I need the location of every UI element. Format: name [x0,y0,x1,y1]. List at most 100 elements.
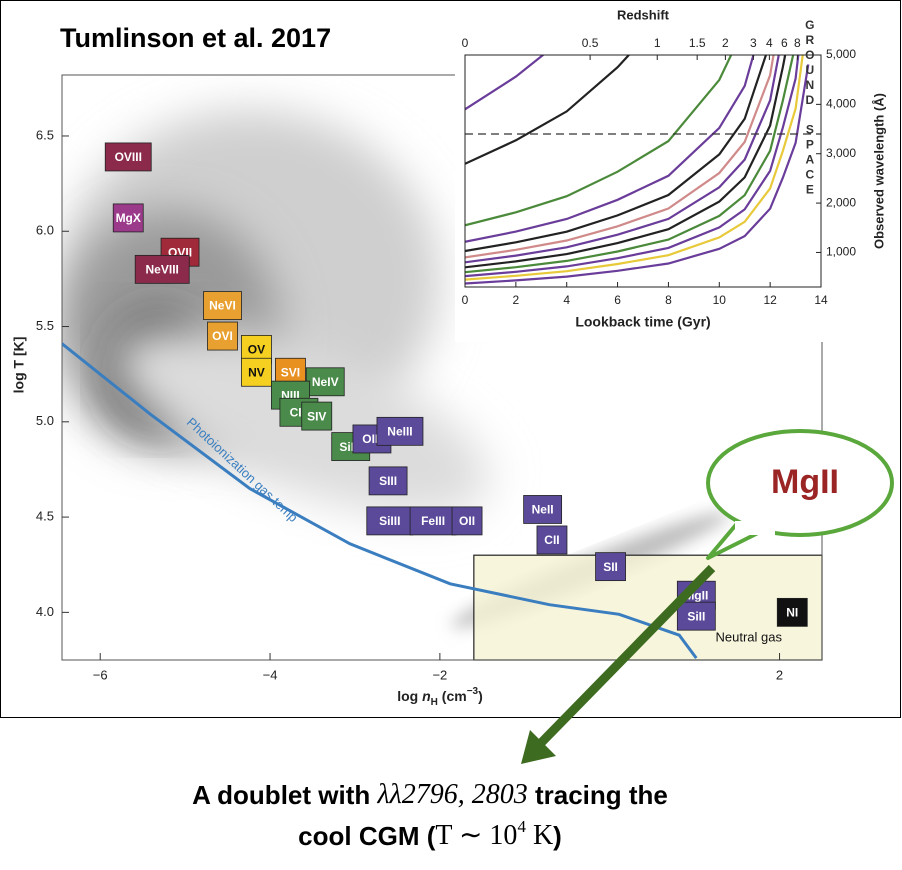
ion-box [104,142,152,172]
ion-label: NeIII [387,425,412,439]
x2-axis-label: Redshift [617,7,670,22]
callout-label: MgII [771,463,839,501]
caption-part: cool CGM ( [298,821,436,851]
ion-label: SII [603,560,618,574]
ion-label: CII [544,533,559,547]
ion-label: NI [786,606,798,620]
ion-label: NeIV [312,375,339,389]
title: Tumlinson et al. 2017 [60,23,331,53]
x-axis-label-part: −3 [467,686,479,697]
x2-tick-label: 0.5 [582,36,599,50]
x2-tick-label: 6 [781,36,788,50]
ion-label: SiII [687,609,705,623]
ion-label: SiIII [379,514,400,528]
ion-box [409,506,457,536]
ion-label: NV [248,365,265,379]
y-tick-label: 4.5 [36,509,54,524]
ion-label: NeVIII [146,263,179,277]
ion-box [376,416,424,446]
y-tick-label: 3,000 [826,146,856,160]
callout: MgII [706,429,894,560]
ion-label: FeIII [421,514,445,528]
y-tick-label: 1,000 [826,245,856,259]
x-tick-label: 14 [814,293,828,307]
ion-box [305,367,345,397]
x2-tick-label: 2 [722,36,729,50]
ion-box [368,466,408,496]
y-tick-label: 6.5 [36,127,54,142]
ion-label: NeVI [209,299,236,313]
x-tick-label: 6 [614,293,621,307]
x-tick-label: 4 [563,293,570,307]
arrow [521,564,716,764]
x2-tick-label: 1.5 [689,36,706,50]
x-axis-label-part: (cm [438,688,467,704]
x-axis-label-part: ) [478,688,483,704]
wavelength-line [465,55,545,111]
y-tick-label: 5,000 [826,47,856,61]
caption-line: A doublet with λλ2796, 2803 tracing the [192,779,668,810]
x-axis-label-part: log [397,688,422,704]
inset-panel [455,2,899,342]
y-tick-label: 4.0 [36,604,54,619]
y-axis-label: Observed wavelength (Å) [871,93,886,249]
y-tick-label: 6.0 [36,223,54,238]
ion-box [451,506,483,536]
ion-box [301,401,333,431]
x2-tick-label: 3 [750,36,757,50]
y-tick-label: 2,000 [826,195,856,209]
ion-box [776,597,808,627]
wavelength-line [465,64,810,285]
ion-box [595,552,626,582]
x-tick-label: −6 [93,667,108,682]
wavelength-line [465,55,787,269]
main-chart: Neutral gas −6 −4 −2 2 4.0 4.5 5.0 5.5 6.0 6.5 log … [11,74,823,708]
caption-part: tracing the [528,780,668,810]
wavelength-line [465,55,733,227]
x-axis-label-part: H [431,697,438,708]
ion-label: SVI [281,365,300,379]
ion-box [241,357,272,387]
ion-label: OII [459,514,475,528]
caption-part: ) [553,821,562,851]
x-axis-label: Lookback time (Gyr) [575,314,710,330]
x-axis-label: log nH (cm−3) [397,686,483,708]
x2-tick-label: 4 [766,36,773,50]
zone-label: SPACE [803,122,817,197]
caption-line: cool CGM (T ∼ 104 K) [298,817,562,851]
y-tick-label: 4,000 [826,97,856,111]
inset-frame [464,54,822,288]
ion-label: MgX [116,211,141,225]
wavelength-line [465,55,780,264]
x-tick-label: 8 [665,293,672,307]
y-axis-label: log T [K] [11,337,27,394]
wavelength-line [465,55,775,259]
x2-tick-label: 0 [462,36,469,50]
wavelength-line [465,55,804,281]
ion-label: OVIII [115,150,142,164]
wavelength-line [465,55,631,165]
ion-label: SIV [307,409,326,423]
x2-tick-label: 8 [794,36,801,50]
zone-label: GROUND [803,18,817,108]
ion-box [523,495,563,524]
ion-label: SIII [379,474,397,488]
y-tick-label: 5.5 [36,318,54,333]
caption-part: 4 [517,817,526,836]
neutral-region [473,554,823,661]
caption-part: T ∼ 10 [435,820,517,851]
x-tick-label: 2 [513,293,520,307]
ion-label: OVI [212,329,233,343]
caption-part: A doublet with [192,780,377,810]
ion-box [203,291,242,320]
caption-part: λλ2796, 2803 [376,779,527,810]
x-tick-label: 2 [776,667,783,682]
y-tick-label: 5.0 [36,413,54,428]
x2-tick-label: 1 [654,36,661,50]
ion-box [536,525,568,555]
x-tick-label: −4 [263,667,278,682]
region-label: Neutral gas [716,629,783,644]
ion-box [134,254,190,284]
